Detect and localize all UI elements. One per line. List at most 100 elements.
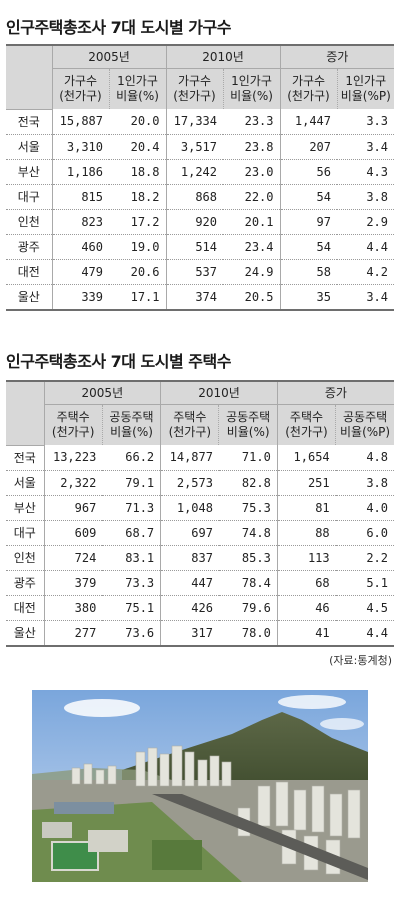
value-cell: 71.3 — [102, 495, 161, 521]
value-cell: 73.3 — [102, 570, 161, 596]
value-cell: 54 — [279, 234, 337, 260]
table1-body: 전국 15,887 20.0 17,334 23.3 1,447 3.3 서울 3,310 20.… — [6, 109, 394, 310]
value-cell: 18.8 — [109, 159, 166, 185]
column-header: 1인가구 비율(%P) — [336, 68, 394, 109]
table-row: 울산 339 17.1 374 20.5 35 3.4 — [6, 284, 394, 310]
value-cell: 83.1 — [102, 545, 161, 571]
region-cell: 인천 — [6, 209, 53, 235]
region-cell: 대전 — [6, 595, 45, 621]
value-cell: 13,223 — [44, 445, 103, 471]
region-cell: 광주 — [6, 234, 53, 260]
value-cell: 1,242 — [165, 159, 223, 185]
value-cell: 24.9 — [223, 259, 280, 285]
value-cell: 4.5 — [335, 595, 394, 621]
column-header: 1인가구 비율(%) — [108, 68, 166, 109]
group-header: 증가 — [276, 381, 394, 405]
value-cell: 514 — [165, 234, 223, 260]
region-cell: 대구 — [6, 184, 53, 210]
value-cell: 85.3 — [218, 545, 278, 571]
column-header: 가구수 (천가구) — [279, 68, 337, 109]
value-cell: 58 — [279, 259, 337, 285]
value-cell: 23.8 — [223, 134, 280, 160]
value-cell: 380 — [44, 595, 103, 621]
region-cell: 대구 — [6, 520, 45, 546]
table-row: 울산 277 73.6 317 78.0 41 4.4 — [6, 620, 394, 646]
value-cell: 17.1 — [130, 289, 160, 304]
table-row: 인천 823 17.2 920 20.1 97 2.9 — [6, 209, 394, 235]
group-header: 2010년 — [165, 45, 280, 69]
value-cell: 374 — [165, 284, 223, 310]
value-cell: 56 — [279, 159, 337, 185]
column-header: 공동주택 비율(%P) — [335, 404, 394, 445]
city-aerial-illustration — [32, 690, 368, 882]
value-cell: 15,887 — [52, 109, 109, 135]
value-cell: 2.2 — [335, 545, 394, 571]
value-cell: 4.2 — [337, 259, 394, 285]
value-cell: 537 — [165, 259, 223, 285]
value-cell: 920 — [165, 209, 223, 235]
value-cell: 277 — [74, 625, 97, 640]
value-cell: 68.7 — [102, 520, 161, 546]
value-cell: 20.4 — [109, 134, 166, 160]
value-cell: 2.9 — [337, 209, 394, 235]
table-row: 전국 15,887 20.0 17,334 23.3 1,447 3.3 — [6, 109, 394, 135]
table1-title: 인구주택총조사 7대 도시별 가구수 — [6, 18, 231, 37]
value-cell: 20.0 — [109, 109, 166, 135]
table2-title: 인구주택총조사 7대 도시별 주택수 — [6, 352, 231, 371]
value-cell: 4.4 — [337, 234, 394, 260]
value-cell: 479 — [52, 259, 109, 285]
value-cell: 73.6 — [125, 625, 155, 640]
value-cell: 6.0 — [335, 520, 394, 546]
column-header: 주택수 (천가구) — [43, 404, 103, 445]
value-cell: 3.8 — [337, 184, 394, 210]
value-cell: 41 — [276, 620, 336, 646]
value-cell: 3.4 — [337, 134, 394, 160]
value-cell: 2,322 — [44, 470, 103, 496]
city-aerial-photo — [32, 690, 368, 882]
table-row: 대구 609 68.7 697 74.8 88 6.0 — [6, 520, 394, 546]
group-header: 증가 — [279, 45, 394, 69]
region-cell: 서울 — [6, 134, 53, 160]
value-cell: 823 — [52, 209, 109, 235]
region-cell: 전국 — [6, 445, 45, 471]
column-header: 공동주택 비율(%) — [101, 404, 161, 445]
region-cell: 광주 — [6, 570, 45, 596]
table-row: 광주 379 73.3 447 78.4 68 5.1 — [6, 570, 394, 596]
column-header: 가구수 (천가구) — [51, 68, 109, 109]
value-cell: 74.8 — [218, 520, 278, 546]
value-cell: 71.0 — [218, 445, 278, 471]
value-cell: 317 — [160, 620, 219, 646]
value-cell: 75.1 — [102, 595, 161, 621]
value-cell: 4.3 — [337, 159, 394, 185]
value-cell: 46 — [276, 595, 336, 621]
column-header: 공동주택 비율(%) — [218, 404, 278, 445]
table2-body: 전국 13,223 66.2 14,877 71.0 1,654 4.8 서울 2,322 79.… — [6, 445, 394, 646]
value-cell: 82.8 — [218, 470, 278, 496]
value-cell: 868 — [165, 184, 223, 210]
value-cell: 4.8 — [335, 445, 394, 471]
table-row: 부산 967 71.3 1,048 75.3 81 4.0 — [6, 495, 394, 521]
value-cell: 447 — [160, 570, 219, 596]
table-row: 대전 479 20.6 537 24.9 58 4.2 — [6, 259, 394, 285]
value-cell: 207 — [279, 134, 337, 160]
region-cell: 대전 — [6, 259, 53, 285]
value-cell: 78.0 — [241, 625, 271, 640]
region-cell: 울산 — [6, 620, 45, 646]
table-row: 광주 460 19.0 514 23.4 54 4.4 — [6, 234, 394, 260]
value-cell: 81 — [276, 495, 336, 521]
value-cell: 20.5 — [244, 289, 274, 304]
value-cell: 3.3 — [337, 109, 394, 135]
value-cell: 815 — [52, 184, 109, 210]
value-cell: 3,517 — [165, 134, 223, 160]
value-cell: 20.6 — [109, 259, 166, 285]
value-cell: 78.4 — [218, 570, 278, 596]
value-cell: 426 — [160, 595, 219, 621]
value-cell: 35 — [279, 284, 337, 310]
value-cell: 967 — [44, 495, 103, 521]
value-cell: 460 — [52, 234, 109, 260]
source-note: (자료:통계청) — [329, 654, 392, 667]
group-header: 2005년 — [51, 45, 166, 69]
value-cell: 837 — [160, 545, 219, 571]
households-table: 2005년 2010년 증가 가구수 (천가구) 1인가구 비율(%) 가구수 (천가… — [6, 44, 394, 311]
value-cell: 4.4 — [366, 625, 388, 640]
